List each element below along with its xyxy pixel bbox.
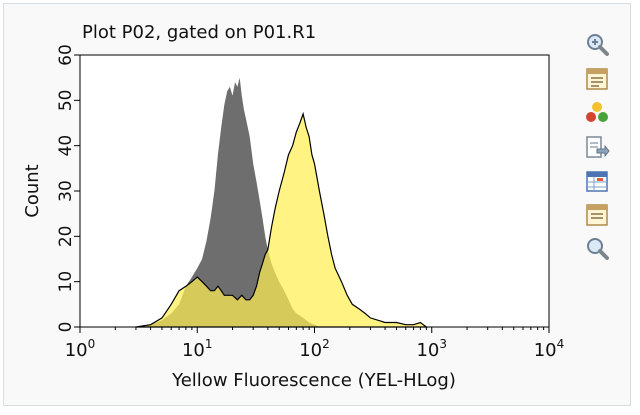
properties-icon: [586, 68, 608, 90]
notes-icon: [586, 204, 608, 226]
properties-button[interactable]: [582, 64, 612, 94]
y-axis: 0 10 20 30 40 50 60: [56, 44, 80, 332]
export-icon: [586, 136, 610, 158]
y-tick-label: 10: [56, 271, 76, 293]
x-tick-label: 103: [416, 337, 447, 361]
x-tick-label: 104: [534, 337, 565, 361]
plot-area: [79, 54, 550, 328]
color-overlay-button[interactable]: [582, 98, 612, 128]
y-tick-label: 60: [56, 44, 76, 66]
histogram-chart: 0 10 20 30 40 50 60 100 101 102 103 104 Count Yell…: [22, 44, 565, 391]
y-tick-label: 0: [56, 322, 76, 333]
notes-button[interactable]: [582, 200, 612, 230]
color-overlay-icon: [586, 102, 608, 122]
y-tick-label: 40: [56, 135, 76, 157]
histogram-series-2: [135, 111, 429, 328]
x-axis: 100 101 102 103 104: [65, 327, 565, 361]
x-tick-label: 100: [65, 337, 96, 361]
plot-toolbar: [582, 30, 616, 268]
y-tick-label: 30: [56, 180, 76, 202]
y-tick-label: 20: [56, 226, 76, 248]
search-icon: [587, 238, 609, 260]
series-layer: [135, 77, 429, 328]
plot-title: Plot P02, gated on P01.R1: [82, 22, 317, 43]
y-axis-label: Count: [22, 164, 43, 217]
stats-table-icon: [586, 171, 608, 192]
zoom-in-icon: [587, 34, 609, 56]
histogram-series-1: [135, 77, 320, 327]
x-tick-label: 101: [182, 337, 213, 361]
search-button[interactable]: [582, 234, 612, 264]
x-tick-label: 102: [299, 337, 330, 361]
stats-table-button[interactable]: [582, 166, 612, 196]
x-axis-label: Yellow Fluorescence (YEL-HLog): [171, 370, 456, 391]
export-button[interactable]: [582, 132, 612, 162]
zoom-in-button[interactable]: [582, 30, 612, 60]
y-tick-label: 50: [56, 90, 76, 112]
